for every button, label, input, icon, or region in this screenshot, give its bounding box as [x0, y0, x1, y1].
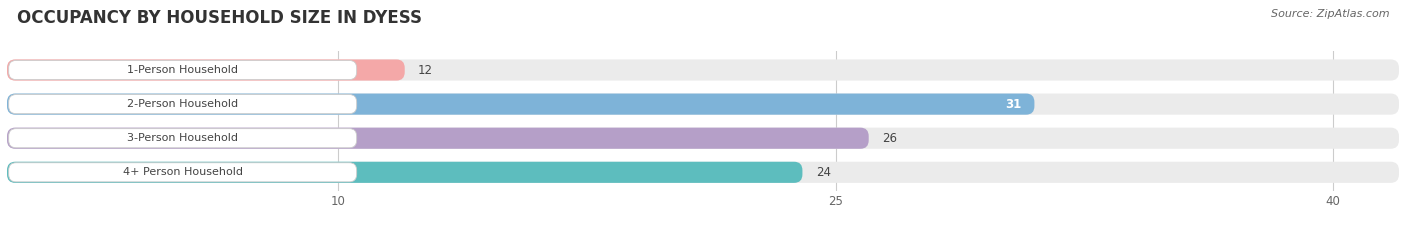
FancyBboxPatch shape	[8, 163, 357, 182]
FancyBboxPatch shape	[7, 162, 1399, 183]
Text: 24: 24	[815, 166, 831, 179]
Text: Source: ZipAtlas.com: Source: ZipAtlas.com	[1271, 9, 1389, 19]
Text: 4+ Person Household: 4+ Person Household	[122, 167, 243, 177]
Text: 2-Person Household: 2-Person Household	[127, 99, 238, 109]
Text: 1-Person Household: 1-Person Household	[127, 65, 238, 75]
FancyBboxPatch shape	[7, 59, 405, 81]
FancyBboxPatch shape	[8, 95, 357, 114]
FancyBboxPatch shape	[7, 59, 1399, 81]
Text: 31: 31	[1005, 98, 1021, 111]
FancyBboxPatch shape	[7, 93, 1035, 115]
Text: 12: 12	[418, 64, 433, 76]
Text: 3-Person Household: 3-Person Household	[127, 133, 238, 143]
FancyBboxPatch shape	[8, 129, 357, 148]
Text: 26: 26	[882, 132, 897, 145]
FancyBboxPatch shape	[7, 128, 1399, 149]
FancyBboxPatch shape	[7, 162, 803, 183]
FancyBboxPatch shape	[7, 93, 1399, 115]
FancyBboxPatch shape	[8, 61, 357, 79]
FancyBboxPatch shape	[7, 128, 869, 149]
Text: OCCUPANCY BY HOUSEHOLD SIZE IN DYESS: OCCUPANCY BY HOUSEHOLD SIZE IN DYESS	[17, 9, 422, 27]
